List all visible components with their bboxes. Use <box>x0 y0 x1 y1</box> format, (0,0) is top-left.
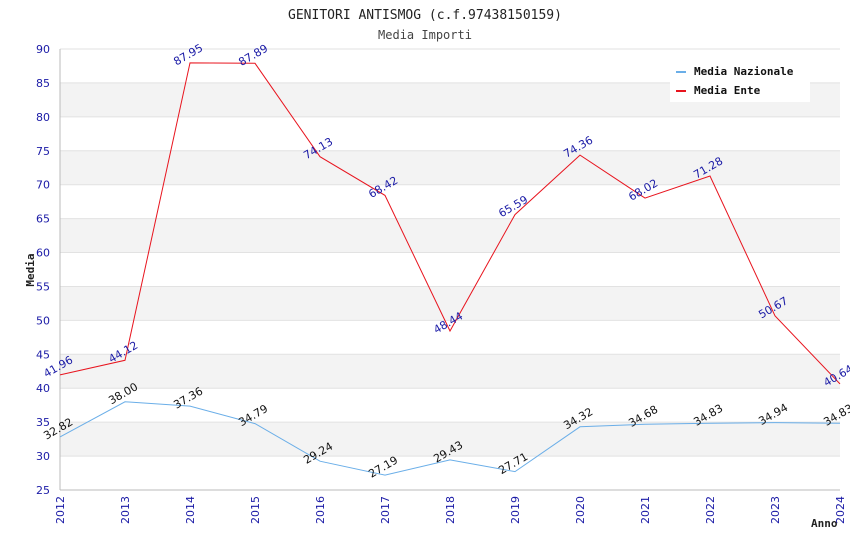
x-tick-label: 2015 <box>249 496 262 524</box>
y-tick-label: 65 <box>36 213 50 226</box>
chart-title: GENITORI ANTISMOG (c.f.97438150159) <box>288 8 562 23</box>
plot-band <box>60 320 840 355</box>
x-tick-label: 2024 <box>834 496 847 524</box>
x-tick-label: 2014 <box>184 496 197 524</box>
y-tick-label: 70 <box>36 179 50 192</box>
x-tick-labels: 2012 2013 2014 2015 2016 2017 2018 2019 2020 2021… <box>54 496 847 524</box>
y-tick-label: 75 <box>36 145 50 158</box>
series-line-media-nazionale <box>59 401 841 476</box>
y-tick-label: 60 <box>36 247 50 260</box>
x-tick-label: 2017 <box>379 496 392 524</box>
plot-band <box>60 252 840 287</box>
x-tick-label: 2023 <box>769 496 782 524</box>
plot-band <box>60 218 840 253</box>
y-tick-label: 30 <box>36 450 50 463</box>
y-tick-label: 90 <box>36 43 50 56</box>
legend: Media Nazionale Media Ente <box>670 60 810 102</box>
y-tick-label: 80 <box>36 111 50 124</box>
y-tick-label: 35 <box>36 416 50 429</box>
x-tick-label: 2021 <box>639 496 652 524</box>
y-tick-labels: 25 30 35 40 45 50 55 60 65 70 75 80 85 90 <box>36 43 50 497</box>
y-tick-label: 85 <box>36 77 50 90</box>
plot-band <box>60 286 840 321</box>
x-tick-label: 2013 <box>119 496 132 524</box>
legend-label-media-ente: Media Ente <box>694 84 761 97</box>
y-tick-label: 40 <box>36 382 50 395</box>
x-tick-label: 2019 <box>509 496 522 524</box>
x-tick-label: 2022 <box>704 496 717 524</box>
plot-band <box>60 456 840 490</box>
plot-band <box>60 116 840 151</box>
x-tick-label: 2018 <box>444 496 457 524</box>
plot-band <box>60 388 840 423</box>
plot-band <box>60 150 840 185</box>
legend-label-media-nazionale: Media Nazionale <box>694 65 794 78</box>
y-tick-label: 25 <box>36 484 50 497</box>
x-tick-label: 2012 <box>54 496 67 524</box>
plot-band <box>60 184 840 219</box>
series-lines <box>59 62 841 476</box>
y-tick-label: 45 <box>36 348 50 361</box>
y-tick-label: 55 <box>36 280 50 293</box>
plot-band <box>60 354 840 389</box>
y-axis-label: Media <box>24 253 37 286</box>
x-tick-label: 2020 <box>574 496 587 524</box>
plot-background-bands <box>60 49 840 490</box>
y-tick-label: 50 <box>36 314 50 327</box>
x-tick-label: 2016 <box>314 496 327 524</box>
chart-subtitle: Media Importi <box>378 28 472 42</box>
series-line-media-ente <box>59 62 841 385</box>
plot-band <box>60 422 840 457</box>
legend-box <box>670 60 810 102</box>
x-axis-label: Anno <box>811 517 838 530</box>
